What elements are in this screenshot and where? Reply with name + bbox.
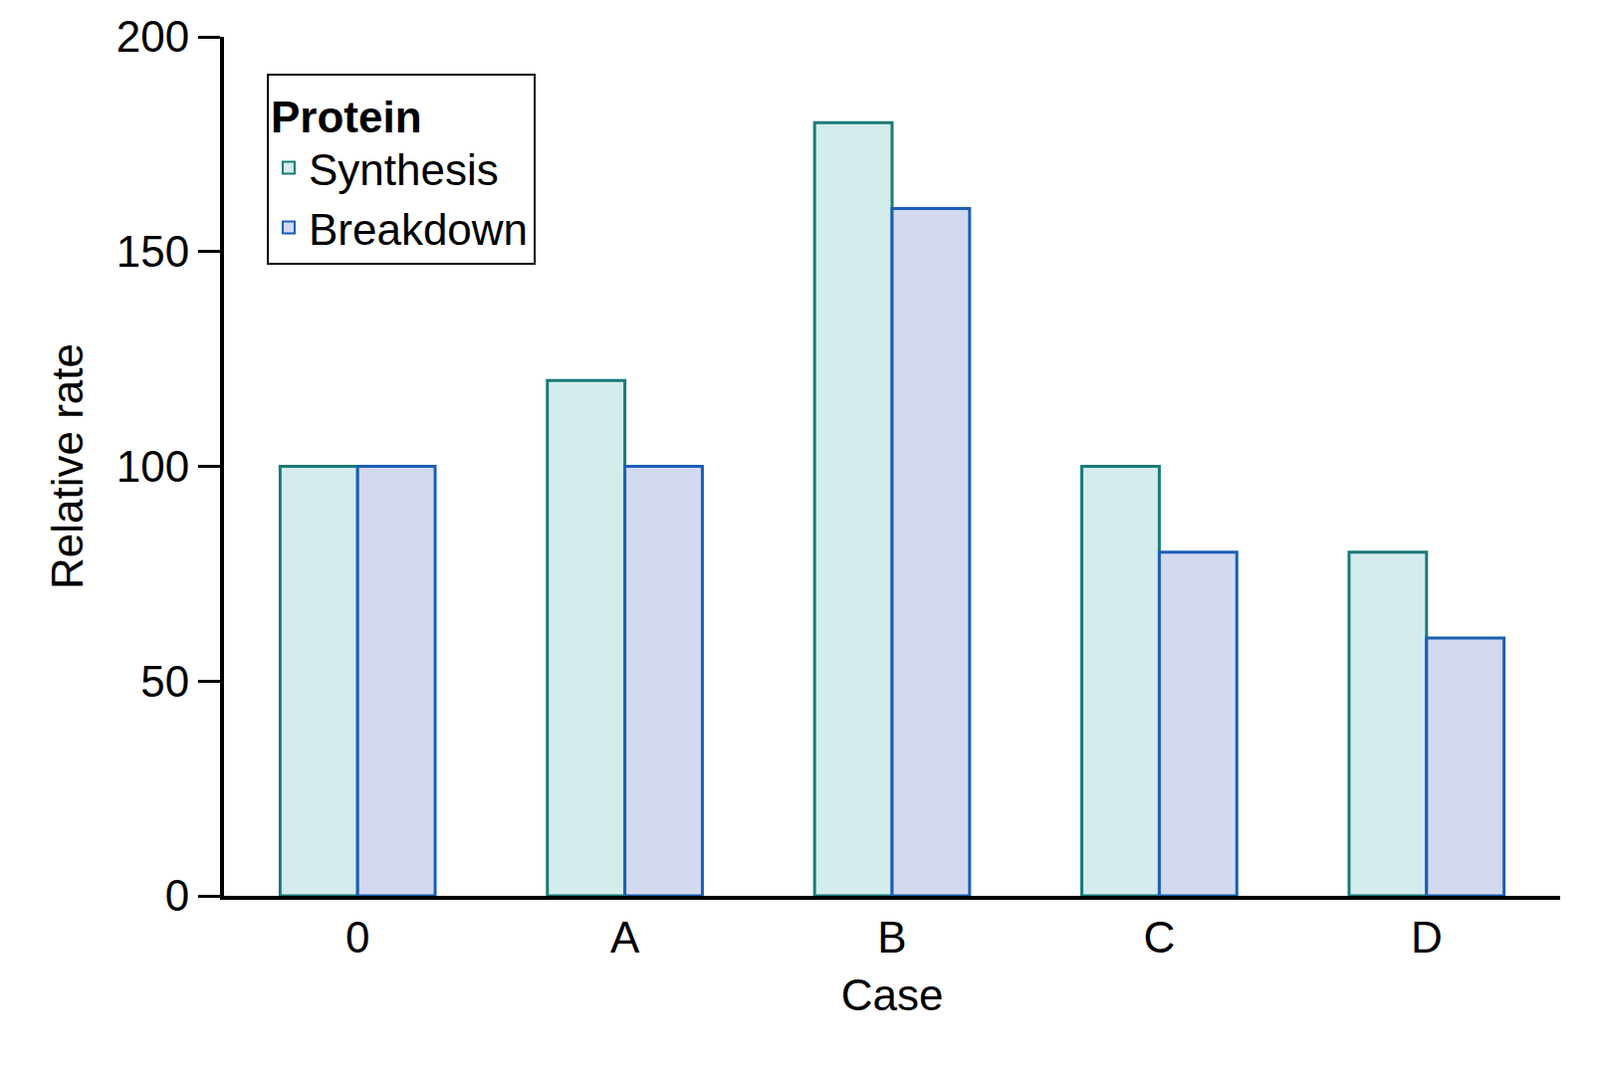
svg-text:150: 150 bbox=[116, 227, 190, 276]
svg-text:0: 0 bbox=[165, 871, 190, 920]
svg-text:50: 50 bbox=[140, 657, 190, 706]
svg-text:Protein: Protein bbox=[270, 92, 423, 142]
svg-text:B: B bbox=[877, 913, 907, 962]
svg-text:100: 100 bbox=[116, 442, 190, 491]
svg-text:0: 0 bbox=[345, 913, 370, 962]
svg-text:C: C bbox=[1143, 913, 1176, 962]
svg-text:D: D bbox=[1410, 913, 1443, 962]
svg-text:Relative rate: Relative rate bbox=[42, 343, 92, 590]
svg-text:Case: Case bbox=[841, 970, 944, 1020]
svg-text:Synthesis: Synthesis bbox=[308, 145, 499, 195]
svg-text:Breakdown: Breakdown bbox=[308, 205, 528, 254]
svg-text:A: A bbox=[610, 913, 641, 962]
svg-text:200: 200 bbox=[116, 11, 190, 61]
